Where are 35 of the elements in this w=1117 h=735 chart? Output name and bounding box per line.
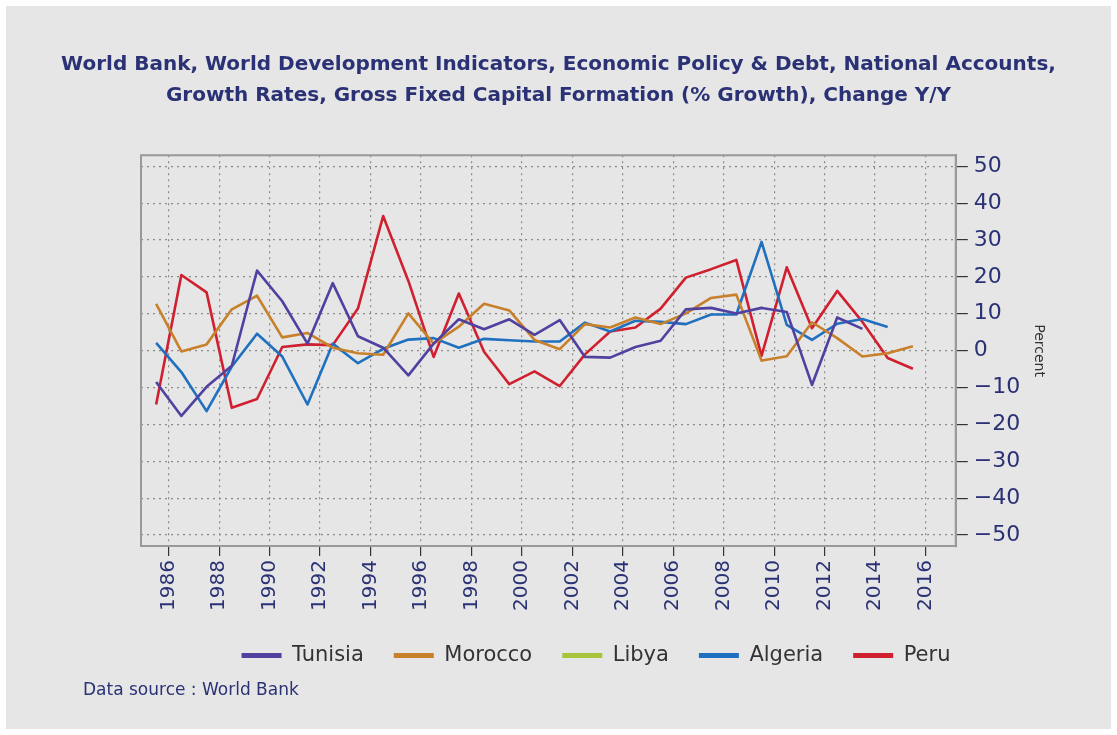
x-tick-label: 1998 — [457, 560, 482, 612]
x-tick-label: 1988 — [205, 560, 230, 612]
x-tick-label: 2016 — [911, 560, 936, 612]
x-tick-label: 2008 — [709, 560, 734, 612]
x-tick-label: 2010 — [760, 560, 785, 612]
x-tick-label: 2006 — [659, 560, 684, 612]
x-tick-label: 2002 — [558, 560, 583, 612]
x-tick-label: 1994 — [356, 560, 381, 612]
x-tick-label: 1990 — [255, 560, 280, 612]
source-note: Data source : World Bank — [83, 678, 299, 701]
x-tick-label: 1992 — [306, 560, 331, 612]
y-axis-title: Percent — [1031, 324, 1048, 378]
legend-label: Morocco — [444, 641, 533, 666]
x-tick-label: 2000 — [508, 560, 533, 612]
chart-title: World Bank, World Development Indicators, Economic Policy & Debt, National Accounts, Growth Rates, Gross Fixed Capital Formation (% Growth), Change Y/Y — [60, 50, 1057, 108]
y-tick-label: −50 — [973, 520, 1021, 546]
y-tick-label: 10 — [973, 299, 1002, 325]
y-tick-label: 50 — [973, 151, 1002, 177]
x-tick-label: 2004 — [609, 560, 633, 612]
y-tick-label: −30 — [973, 447, 1021, 472]
legend-label: Algeria — [749, 641, 824, 666]
legend-label: Libya — [612, 641, 669, 666]
y-tick-label: −40 — [973, 483, 1021, 509]
x-tick-label: 1986 — [154, 560, 179, 612]
legend-label: Tunisia — [291, 641, 364, 666]
x-tick-label: 1996 — [407, 560, 432, 612]
x-tick-label: 2012 — [810, 560, 835, 612]
y-tick-label: 20 — [973, 262, 1002, 288]
y-tick-label: 30 — [973, 225, 1002, 251]
y-tick-label: −10 — [973, 373, 1021, 399]
y-tick-label: 40 — [973, 188, 1002, 214]
y-tick-label: −20 — [973, 410, 1021, 436]
legend-label: Peru — [903, 641, 951, 666]
x-tick-label: 2014 — [861, 560, 886, 612]
y-tick-label: 0 — [973, 336, 988, 362]
